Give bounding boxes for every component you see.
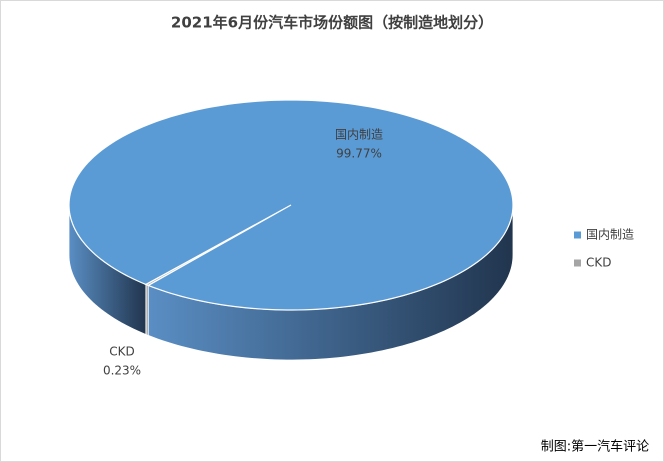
legend-swatch bbox=[574, 231, 581, 239]
chart-title: 2021年6月份汽车市场份额图（按制造地划分） bbox=[171, 14, 493, 32]
data-label-value: 99.77% bbox=[336, 147, 382, 161]
slice bbox=[68, 99, 514, 311]
source: 制图:第一汽车评论 bbox=[541, 439, 649, 455]
legend-swatch bbox=[574, 259, 581, 267]
legend-label: CKD bbox=[586, 256, 612, 270]
data-label-name: CKD bbox=[109, 345, 135, 359]
data-label-value: 0.23% bbox=[103, 364, 141, 378]
legend-label: 国内制造 bbox=[586, 228, 634, 242]
data-label-name: 国内制造 bbox=[335, 128, 383, 142]
pie bbox=[68, 99, 514, 361]
